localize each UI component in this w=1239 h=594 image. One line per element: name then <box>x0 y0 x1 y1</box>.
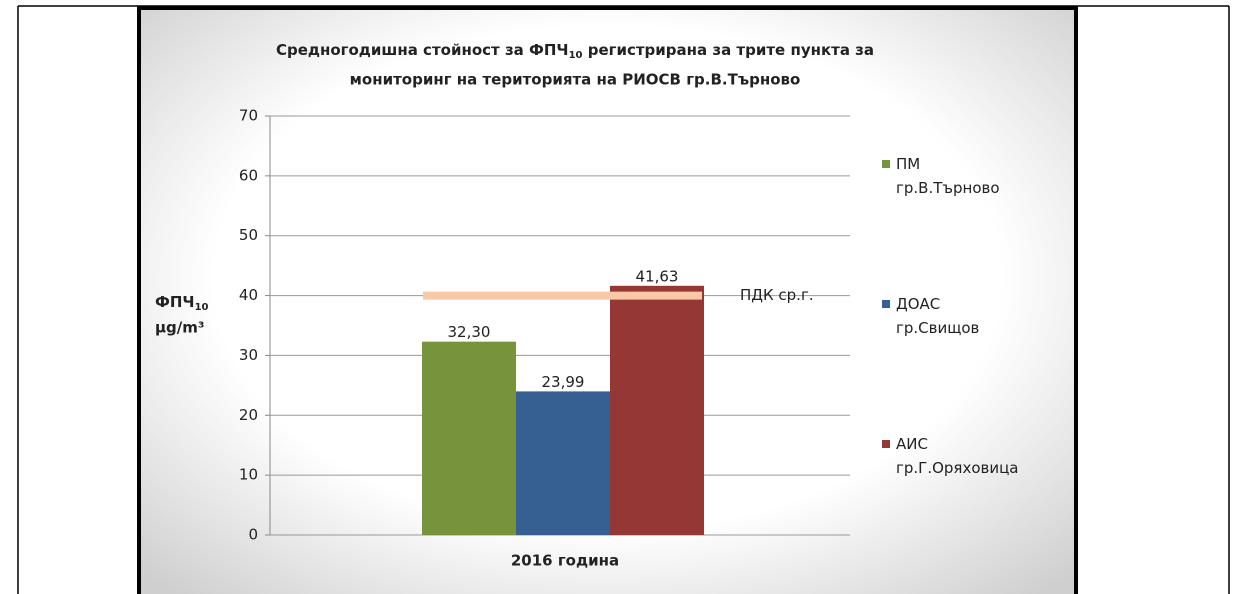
title-subscript: 10 <box>569 50 583 61</box>
legend-label: ПМ гр.В.Търново <box>896 155 1000 197</box>
bar <box>422 341 516 535</box>
legend-label: АИС гр.Г.Оряховица <box>896 435 1019 477</box>
reference-label: ПДК ср.г. <box>740 286 814 304</box>
chart-title: мониторинг на територията на РИОСВ гр.В.… <box>350 71 801 89</box>
y-axis-label: µg/m³ <box>155 319 204 337</box>
y-tick-label: 60 <box>239 166 258 184</box>
bar <box>516 391 610 535</box>
y-label-subscript: 10 <box>195 302 209 313</box>
legend-swatch <box>882 160 890 168</box>
bar <box>610 285 704 535</box>
data-label: 23,99 <box>542 373 585 391</box>
y-tick-label: 0 <box>248 526 258 544</box>
x-tick-label: 2016 година <box>511 552 619 570</box>
y-tick-label: 70 <box>239 107 258 125</box>
data-label: 41,63 <box>636 267 679 285</box>
legend-item: ПМ гр.В.Търново <box>882 152 1000 200</box>
y-tick-label: 30 <box>239 346 258 364</box>
legend-item: АИС гр.Г.Оряховица <box>882 432 1018 480</box>
legend-item: ДОАС гр.Свищов <box>882 292 979 340</box>
legend-swatch <box>882 300 890 308</box>
y-tick-label: 50 <box>239 226 258 244</box>
title-part: Средногодишна стойност за ФПЧ <box>276 41 569 59</box>
chart-title: Средногодишна стойност за ФПЧ10 регистри… <box>276 41 874 62</box>
legend-swatch <box>882 440 890 448</box>
title-part: регистрирана за трите пункта за <box>582 41 874 59</box>
y-label-part: ФПЧ <box>155 293 195 311</box>
y-tick-label: 10 <box>239 466 258 484</box>
y-axis-label: ФПЧ10 <box>155 293 209 314</box>
data-label: 32,30 <box>448 323 491 341</box>
y-tick-label: 40 <box>239 286 258 304</box>
y-tick-label: 20 <box>239 406 258 424</box>
legend-label: ДОАС гр.Свищов <box>896 295 980 337</box>
